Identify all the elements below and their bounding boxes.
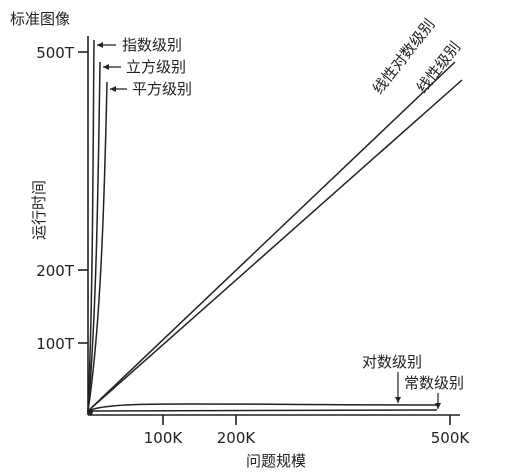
series-arrowhead-2	[110, 86, 116, 92]
x-tick-label-2: 500K	[431, 429, 471, 447]
series-curve-2	[87, 81, 108, 412]
y-tick-label-0: 100T	[36, 335, 75, 353]
x-tick-label-1: 200K	[217, 429, 257, 447]
series-label-1: 立方级别	[126, 58, 186, 76]
series-curve-1	[87, 61, 101, 412]
series-arrowhead-0	[97, 42, 103, 48]
series-curve-4	[87, 79, 463, 412]
x-axis-label: 问题规模	[246, 452, 306, 470]
series-arrowhead-6	[435, 403, 441, 409]
series-curve-3	[87, 61, 456, 412]
origin-dot	[87, 409, 93, 415]
y-axis-label: 运行时间	[30, 180, 48, 240]
y-tick-label-2: 500T	[36, 44, 75, 62]
series-curve-0	[87, 39, 95, 412]
series-label-0: 指数级别	[122, 36, 182, 54]
chart-title: 标准图像	[10, 10, 70, 28]
y-tick-label-1: 200T	[36, 262, 75, 280]
series-curve-6	[87, 409, 438, 412]
series-arrowhead-5	[395, 397, 401, 403]
ticks: 100K 200K 500K 100T 200T 500T	[36, 44, 470, 447]
x-tick-label-0: 100K	[144, 429, 184, 447]
series-label-6: 常数级别	[404, 374, 464, 392]
series-label-2: 平方级别	[132, 80, 192, 98]
series-curve-5	[87, 403, 438, 412]
series-label-5: 对数级别	[362, 353, 422, 371]
series-curves	[87, 39, 463, 415]
series-arrowhead-1	[103, 64, 109, 70]
